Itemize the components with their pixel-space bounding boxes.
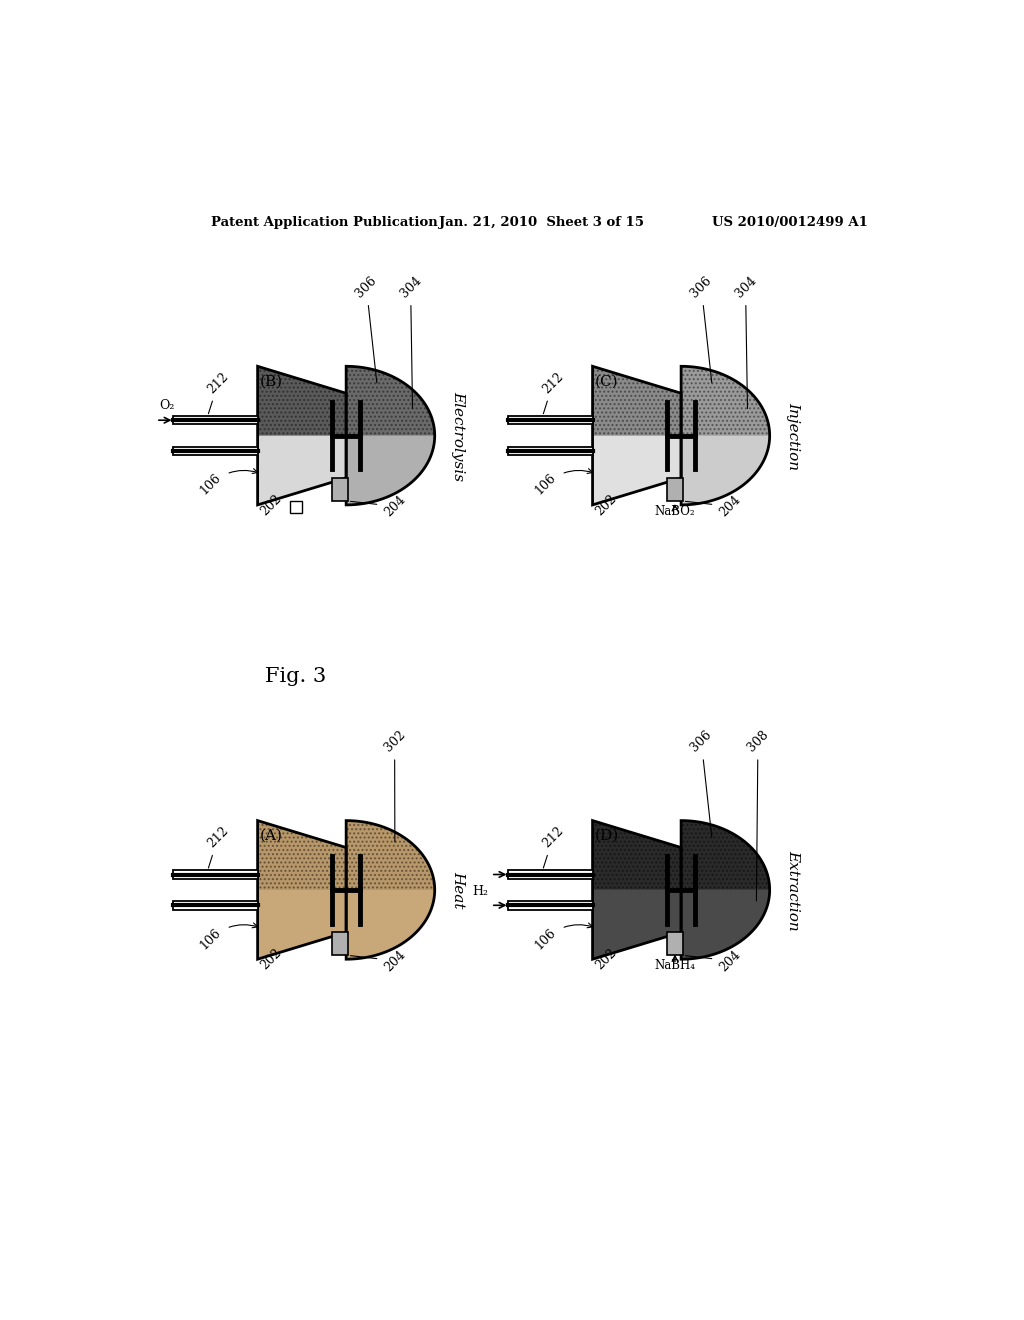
Text: 212: 212 [541,824,566,869]
Bar [333,932,348,956]
Bar [173,902,258,909]
Text: Heat: Heat [452,871,466,908]
Text: 202: 202 [594,946,620,973]
Polygon shape [258,821,346,890]
Polygon shape [258,367,346,436]
Text: 204: 204 [685,948,743,974]
Polygon shape [593,367,681,436]
Text: 204: 204 [350,948,409,974]
Polygon shape [346,890,435,960]
Polygon shape [681,821,770,890]
Text: 212: 212 [541,370,566,413]
Text: NaBO₂: NaBO₂ [654,506,695,517]
Text: Patent Application Publication: Patent Application Publication [211,216,438,230]
Bar [173,870,258,879]
Text: 204: 204 [685,494,743,520]
Bar [173,446,258,455]
Polygon shape [593,436,681,506]
Bar [508,902,593,909]
Bar [668,478,683,502]
Text: 306: 306 [353,273,380,383]
Text: 202: 202 [258,492,285,517]
Polygon shape [593,890,681,960]
Text: 202: 202 [594,492,620,517]
Bar [290,502,302,513]
Polygon shape [346,436,435,506]
Text: 106: 106 [198,923,258,952]
Text: 204: 204 [350,494,409,520]
Polygon shape [258,890,346,960]
Bar [508,446,593,455]
Text: 308: 308 [744,729,771,902]
Text: 304: 304 [732,273,759,409]
Text: 106: 106 [532,923,593,952]
Bar [508,870,593,879]
Polygon shape [346,367,435,436]
Text: 212: 212 [205,824,231,869]
Text: 304: 304 [397,273,424,409]
Polygon shape [258,436,346,506]
Text: (A): (A) [260,829,283,843]
Bar [173,416,258,425]
Text: Jan. 21, 2010  Sheet 3 of 15: Jan. 21, 2010 Sheet 3 of 15 [438,216,643,230]
Text: 306: 306 [688,273,715,383]
Polygon shape [593,821,681,890]
Bar [333,478,348,502]
Polygon shape [681,890,770,960]
Text: US 2010/0012499 A1: US 2010/0012499 A1 [712,216,867,230]
Text: 302: 302 [382,729,408,842]
Text: NaBH₄: NaBH₄ [654,960,695,973]
Text: H₂: H₂ [473,884,488,898]
Polygon shape [681,436,770,506]
Text: Electrolysis: Electrolysis [452,391,466,480]
Text: 306: 306 [688,729,715,837]
Text: 106: 106 [532,469,593,498]
Text: (B): (B) [260,375,283,388]
Text: 212: 212 [205,370,231,413]
Text: O₂: O₂ [159,400,174,412]
Polygon shape [681,367,770,436]
Polygon shape [346,821,435,890]
Text: Fig. 3: Fig. 3 [265,667,327,686]
Text: 202: 202 [258,946,285,973]
Bar [508,416,593,425]
Text: (D): (D) [594,829,618,843]
Text: Injection: Injection [786,401,801,470]
Text: Extraction: Extraction [786,850,801,931]
Text: 106: 106 [198,469,258,498]
Bar [668,932,683,956]
Text: (C): (C) [595,375,618,388]
